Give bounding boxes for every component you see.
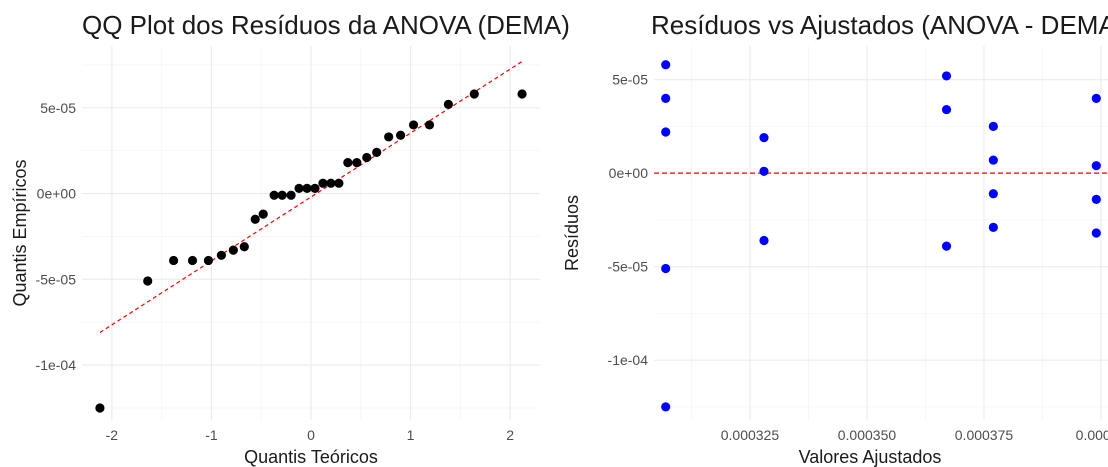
res-y-tick-label: -5e-05 [608, 259, 649, 275]
qq-plot-title: QQ Plot dos Resíduos da ANOVA (DEMA) [82, 10, 570, 40]
residual-point [759, 235, 769, 246]
qq-point [443, 99, 453, 109]
qq-point [286, 190, 296, 200]
residual-point [1091, 93, 1101, 103]
residual-point [941, 71, 952, 81]
residual-point [988, 189, 998, 199]
res-y-tick-label: 0e+00 [609, 165, 649, 181]
qq-point [269, 190, 279, 200]
residual-point [759, 133, 769, 143]
residual-point [661, 263, 671, 274]
qq-point [352, 158, 362, 168]
residuals-plot-panel: Resíduos vs Ajustados (ANOVA - DEMA) -1e… [562, 10, 1108, 467]
qq-plot-x-tick-labels: -2 -1 0 1 2 [106, 427, 515, 443]
qq-y-tick-label: -5e-05 [36, 271, 77, 287]
qq-point [258, 209, 268, 219]
qq-plot-x-axis-title: Quantis Teóricos [244, 447, 378, 467]
residual-point [661, 402, 671, 412]
residual-point [661, 60, 671, 70]
qq-point [203, 255, 214, 266]
residual-point [1091, 161, 1101, 171]
residual-point [988, 155, 998, 165]
qq-point [334, 178, 344, 188]
qq-point [250, 214, 260, 224]
qq-point [169, 255, 179, 266]
qq-x-tick-label: 2 [506, 427, 514, 443]
qq-point [384, 132, 394, 142]
residual-point [988, 222, 998, 232]
qq-point [277, 190, 287, 200]
res-x-tick-label: 0.00040 [1076, 427, 1108, 443]
qq-x-tick-label: -2 [106, 427, 119, 443]
residual-point [941, 104, 952, 115]
residuals-plot-title: Resíduos vs Ajustados (ANOVA - DEMA) [651, 10, 1108, 40]
residuals-plot-points [661, 60, 1101, 412]
residual-point [759, 166, 769, 176]
qq-point [469, 89, 479, 99]
qq-plot-grid [82, 46, 540, 420]
res-x-tick-label: 0.000375 [955, 427, 1014, 443]
qq-point [362, 152, 372, 163]
residuals-plot-x-tick-labels: 0.000325 0.000350 0.000375 0.00040 [721, 427, 1108, 443]
residuals-plot-y-tick-labels: -1e-04 -5e-05 0e+00 5e-05 [608, 72, 649, 369]
qq-plot-panel: QQ Plot dos Resíduos da ANOVA (DEMA) -1e… [10, 10, 570, 467]
residual-point [1091, 194, 1101, 204]
qq-plot-y-tick-labels: -1e-04 -5e-05 0e+00 5e-05 [36, 100, 77, 373]
residual-point [941, 241, 952, 251]
qq-x-tick-label: -1 [205, 427, 218, 443]
residual-point [661, 127, 671, 137]
qq-point [424, 120, 435, 130]
residuals-plot-y-axis-title: Resíduos [562, 195, 582, 271]
qq-x-tick-label: 0 [307, 427, 315, 443]
qq-point [343, 158, 353, 168]
qq-point [310, 183, 320, 193]
qq-point [396, 130, 406, 140]
residuals-plot-x-axis-title: Valores Ajustados [799, 447, 942, 467]
qq-point [95, 403, 105, 413]
qq-point [228, 245, 238, 255]
qq-point [517, 89, 527, 99]
qq-plot-y-axis-title: Quantis Empíricos [10, 159, 30, 306]
residuals-plot-grid [654, 46, 1108, 420]
qq-plot-points [95, 89, 527, 413]
qq-x-tick-label: 1 [407, 427, 415, 443]
res-x-tick-label: 0.000350 [838, 427, 897, 443]
qq-point [372, 147, 382, 157]
residual-point [1091, 228, 1101, 238]
qq-y-tick-label: 5e-05 [40, 100, 76, 116]
residual-point [988, 121, 998, 132]
residual-point [661, 93, 671, 103]
qq-y-tick-label: -1e-04 [36, 357, 77, 373]
qq-point [239, 242, 249, 252]
qq-point [187, 255, 198, 266]
qq-point [326, 178, 336, 188]
qq-point [408, 120, 419, 130]
qq-point [318, 178, 328, 188]
res-x-tick-label: 0.000325 [721, 427, 780, 443]
res-y-tick-label: -1e-04 [608, 352, 649, 368]
qq-point [143, 276, 153, 286]
qq-point [216, 250, 226, 260]
qq-point [294, 183, 304, 193]
res-y-tick-label: 5e-05 [612, 72, 648, 88]
qq-point [302, 183, 312, 193]
qq-y-tick-label: 0e+00 [37, 186, 77, 202]
